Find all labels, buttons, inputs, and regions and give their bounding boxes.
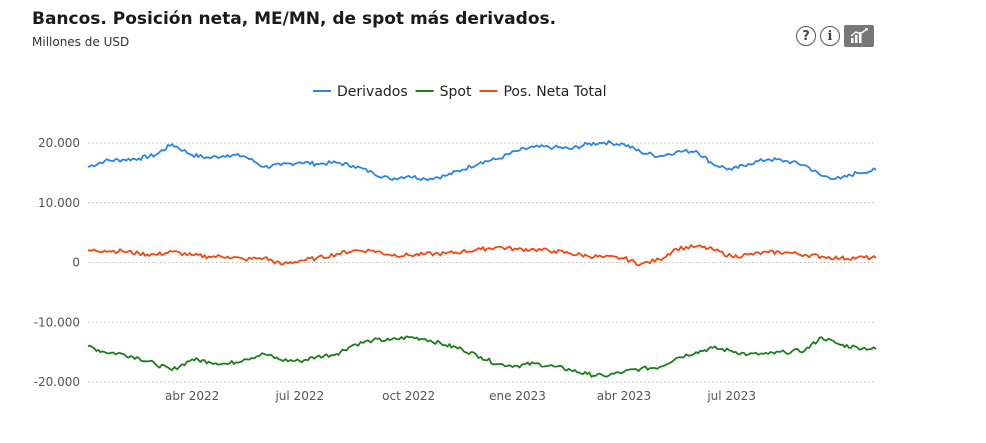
x-tick-label: jul 2023: [706, 389, 756, 403]
chart-toolbar: ? i: [796, 25, 874, 47]
x-tick-label: ene 2023: [489, 389, 546, 403]
y-tick-label: -10.000: [34, 315, 80, 329]
y-tick-label: 20.000: [38, 136, 80, 150]
series-line-derivados: [87, 139, 877, 182]
chart-grid: [88, 142, 876, 383]
x-tick-label: oct 2022: [382, 389, 435, 403]
chart-title: Bancos. Posición neta, ME/MN, de spot má…: [32, 9, 557, 29]
legend-label: Spot: [440, 84, 472, 100]
question-circle-icon[interactable]: ?: [796, 26, 816, 46]
series-lines: [87, 139, 877, 378]
y-tick-label: 0: [72, 256, 80, 270]
x-tick-label: jul 2022: [274, 389, 324, 403]
y-axis: 20.000 10.000 0 -10.000 -20.000: [34, 136, 80, 389]
y-tick-label: 10.000: [38, 196, 80, 210]
chart-legend: Derivados Spot Pos. Neta Total: [313, 84, 607, 100]
help-symbol: ?: [802, 28, 810, 44]
info-circle-icon[interactable]: i: [820, 26, 840, 46]
legend-label: Pos. Neta Total: [503, 84, 606, 100]
x-axis: abr 2022 jul 2022 oct 2022 ene 2023 abr 2023…: [88, 381, 876, 403]
info-symbol: i: [827, 28, 833, 44]
legend-label: Derivados: [337, 84, 408, 100]
x-tick-label: abr 2022: [165, 389, 219, 403]
x-tick-label: abr 2023: [597, 389, 651, 403]
series-line-pos-neta-total: [87, 244, 877, 267]
chart-subtitle: Millones de USD: [32, 35, 130, 49]
series-line-spot: [87, 335, 877, 378]
y-tick-label: -20.000: [34, 375, 80, 389]
data-download-icon[interactable]: [844, 25, 874, 47]
